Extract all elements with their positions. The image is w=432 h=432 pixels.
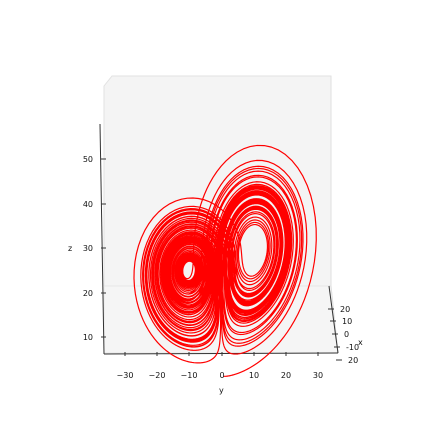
- x-tick-label: 20: [348, 356, 358, 365]
- 3d-axes: [99, 123, 339, 355]
- z-tick-label: 20: [83, 289, 93, 298]
- y-tick-label: 30: [313, 371, 323, 380]
- z-axis-line: [99, 123, 105, 355]
- lorenz-trajectory-line: [133, 144, 317, 377]
- y-tick-label: −10: [181, 371, 198, 380]
- x-axis-line: [328, 285, 339, 354]
- z-tick-label: 40: [83, 200, 93, 209]
- y-axis-label: y: [219, 386, 224, 395]
- axis-ticks: 10 20 30 40 50 −30 −20 −10 0 10 20 30 20 10 0 -10 20: [83, 155, 359, 380]
- axis-labels: z y x: [68, 244, 363, 395]
- y-tick-label: 20: [281, 371, 291, 380]
- z-tick-label: 50: [83, 155, 93, 164]
- trajectory-series: [133, 144, 317, 377]
- x-tick-label: 20: [340, 305, 350, 314]
- y-tick-label: 0: [219, 371, 224, 380]
- y-tick-label: 10: [249, 371, 259, 380]
- z-axis-label: z: [68, 244, 72, 253]
- y-tick-label: −30: [117, 371, 134, 380]
- x-tick-label: 0: [344, 330, 349, 339]
- side-pane-edge: [330, 76, 339, 354]
- y-tick-label: −20: [149, 371, 166, 380]
- y-axis-line: [103, 352, 339, 355]
- z-tick-label: 30: [83, 244, 93, 253]
- z-tick-label: 10: [83, 333, 93, 342]
- x-tick-label: 10: [342, 317, 352, 326]
- x-tick-label: -10: [346, 343, 359, 352]
- x-axis-label: x: [358, 338, 363, 347]
